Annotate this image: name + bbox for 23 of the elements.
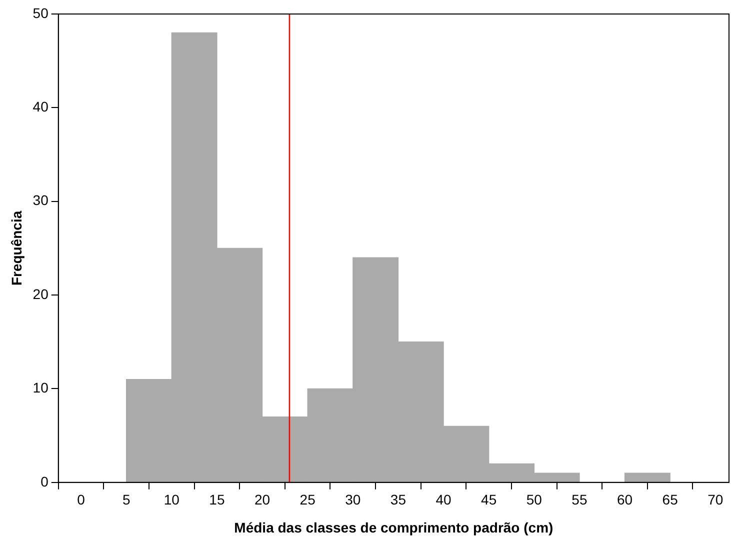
x-tick-label: 40 — [436, 492, 452, 508]
y-tick-label: 0 — [40, 473, 49, 490]
x-tick-label: 20 — [254, 492, 270, 508]
y-axis-title: Frequência — [8, 210, 24, 286]
y-tick-label: 30 — [32, 192, 49, 208]
x-tick-label: 55 — [572, 492, 588, 508]
y-tick-label: 50 — [32, 4, 49, 21]
x-tick-label: 30 — [345, 492, 361, 508]
y-tick-label: 40 — [32, 98, 49, 115]
y-tick-label: 10 — [32, 380, 49, 396]
x-tick-label: 25 — [300, 492, 316, 508]
x-tick-label: 60 — [616, 492, 633, 508]
x-tick-label: 0 — [77, 492, 86, 508]
y-tick-label: 20 — [32, 286, 49, 302]
x-tick-label: 15 — [209, 492, 225, 508]
x-tick-label: 65 — [662, 492, 678, 508]
x-tick-label: 45 — [481, 492, 497, 508]
x-tick-label: 50 — [526, 492, 542, 508]
x-tick-label: 5 — [122, 492, 130, 508]
x-tick-label: 70 — [708, 492, 724, 508]
x-axis-title: Média das classes de comprimento padrão (cm) — [234, 519, 554, 536]
x-tick-label: 10 — [164, 492, 180, 508]
x-tick-label: 35 — [390, 492, 406, 508]
